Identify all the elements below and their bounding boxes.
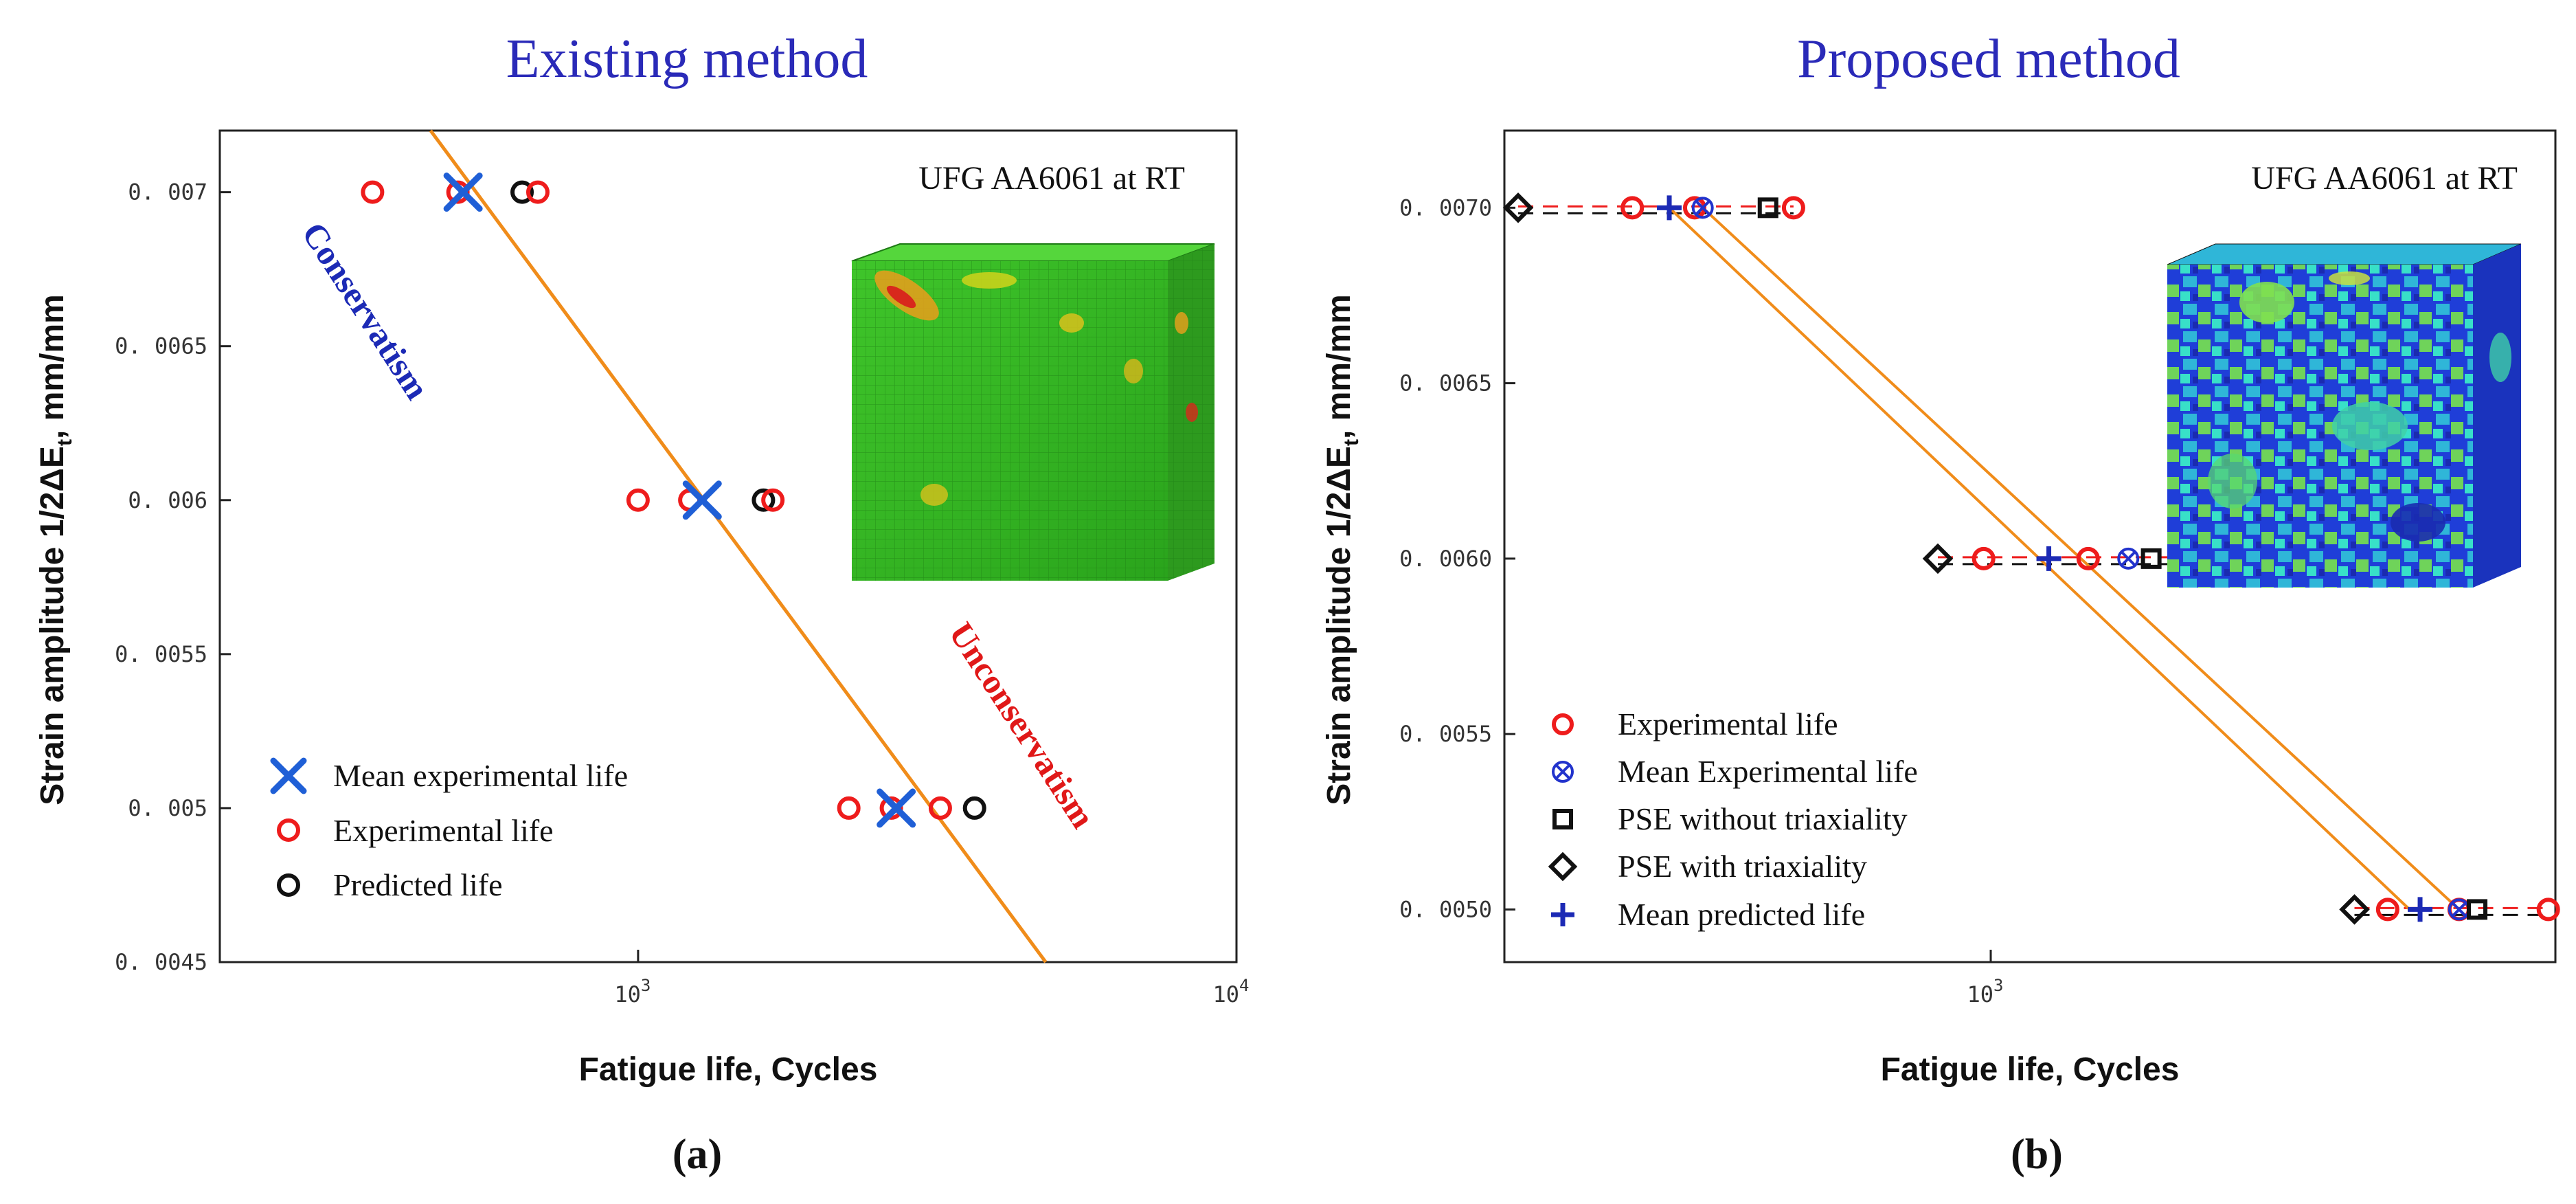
panel-b-cube-image [2167,243,2522,588]
panel-a-point-o-red [446,180,470,204]
panel-a-point-o-red [361,180,385,204]
panel-b-annotation: UFG AA6061 at RT [2251,160,2518,197]
legend-mean-experimental-label: Mean experimental life [333,758,628,793]
panel-b-point-o-red [2536,898,2560,922]
legend-b-pse-with-label: PSE with triaxiality [1618,849,1867,884]
panel-b-point-crossed-circle [2117,547,2140,570]
panel-a-caption: (a) [673,1131,722,1178]
panel-a-data-marks [361,172,986,828]
panel-a-legend: Mean experimental life Experimental life… [270,757,628,902]
legend-b-experimental-marker [1552,713,1574,735]
panel-b-caption: (b) [2011,1131,2063,1178]
panel-a-point-x [682,480,722,520]
panel-b-point-plus [2036,546,2061,571]
legend-predicted-marker [277,873,300,897]
panel-a-x-tick-label: 104 [1213,976,1250,1007]
panel-b-point-square [2140,548,2162,569]
panel-a-plot-frame [218,129,1238,963]
panel-b-plot-frame [1503,129,2557,963]
panel-b-point-diamond [1502,192,1534,223]
panel-a-title: Existing method [506,29,868,89]
panel-a-point-o-red [761,488,785,512]
panel-b-point-diamond [2339,894,2370,925]
panel-b-y-tick-label: 0. 0060 [1399,546,1492,572]
legend-b-pse-without-label: PSE without triaxiality [1618,801,1908,836]
panel-b-point-plus [1657,195,1682,221]
legend-b-mean-predicted-label: Mean predicted life [1618,897,1865,932]
panel-a-y-tick-label: 0. 006 [128,487,207,513]
panel-a-point-o-black [962,796,986,820]
panel-a-point-o-black [752,488,776,512]
panel-b-fit-line [1702,206,2461,911]
panel-a-x-tick-label: 103 [614,976,651,1007]
panel-b-y-tick-label: 0. 0065 [1399,370,1492,397]
panel-a-annotation: UFG AA6061 at RT [918,160,1185,197]
panel-b-x-label: Fatigue life, Cycles [1881,1051,2180,1088]
panel-b-y-ticks: 0. 0050 0. 0055 0. 0060 0. 0065 0. 0070 [1399,194,1515,922]
panel-b-point-crossed-circle [2448,898,2470,921]
panel-a-y-tick-label: 0. 007 [128,179,207,205]
panel-a-y-label: Strain amplitude 1/2ΔEt, mm/mm [34,294,76,805]
legend-b-mean-predicted-marker [1551,903,1574,926]
panel-b-y-tick-label: 0. 0050 [1399,896,1492,922]
panel-a-point-o-red [928,796,952,820]
panel-b-x-tick-label: 103 [1967,976,2004,1007]
panel-a-point-o-red [837,796,861,820]
panel-a-point-x [443,172,483,212]
panel-a-point-o-red [626,488,650,512]
legend-mean-experimental-marker [270,757,307,794]
panel-b-y-tick-label: 0. 0055 [1399,721,1492,747]
panel-a-fit-line [429,129,1048,963]
panel-b-x-ticks: 103 [1967,950,2004,1007]
panel-b-legend: Experimental life Mean Experimental life… [1548,706,1918,932]
panel-b-point-o-red [2076,546,2100,570]
panel-b-point-plus [2408,897,2433,922]
legend-b-mean-experimental-marker [1552,761,1574,783]
legend-b-pse-with-marker [1548,851,1578,882]
panel-b-y-label: Strain amplitude 1/2ΔEt, mm/mm [1321,294,1363,805]
panel-a-y-ticks: 0. 0045 0. 005 0. 0055 0. 006 0. 0065 0. 007 [115,179,231,975]
panel-a-point-x [877,788,916,828]
legend-experimental-marker [277,818,300,842]
panel-b-title: Proposed method [1797,29,2180,89]
panel-a-point-o-black [510,180,534,204]
panel-a-point-o-red [526,180,550,204]
panel-b-point-o-red [1781,196,1805,220]
panel-b-point-square [2467,899,2488,920]
panel-a-conservatism-label: Conservatism [295,215,437,405]
legend-predicted-label: Predicted life [333,867,503,902]
panel-b-point-crossed-circle [1691,197,1714,219]
panel-a-cube-image [851,243,1215,581]
panel-a-x-ticks: 103 104 [614,950,1249,1007]
panel-a-y-tick-label: 0. 0065 [115,333,207,359]
panel-b-point-o-red [2375,898,2399,922]
panel-b-data-marks [1502,192,2560,925]
panel-b-point-diamond [1922,543,1954,575]
panel-a-x-label: Fatigue life, Cycles [579,1051,878,1088]
panel-b-point-o-red [1620,196,1645,220]
legend-b-pse-without-marker [1552,809,1573,829]
panel-a-point-o-red [879,796,903,820]
panel-a-y-tick-label: 0. 0055 [115,641,207,667]
legend-b-experimental-label: Experimental life [1618,706,1838,742]
panel-a-y-tick-label: 0. 005 [128,795,207,821]
legend-experimental-label: Experimental life [333,813,554,848]
panel-a-y-tick-label: 0. 0045 [115,949,207,975]
panel-b-y-tick-label: 0. 0070 [1399,194,1492,221]
panel-b-point-o-red [1971,546,1996,570]
panel-b-point-square [1757,197,1778,219]
legend-b-mean-experimental-label: Mean Experimental life [1618,754,1918,789]
